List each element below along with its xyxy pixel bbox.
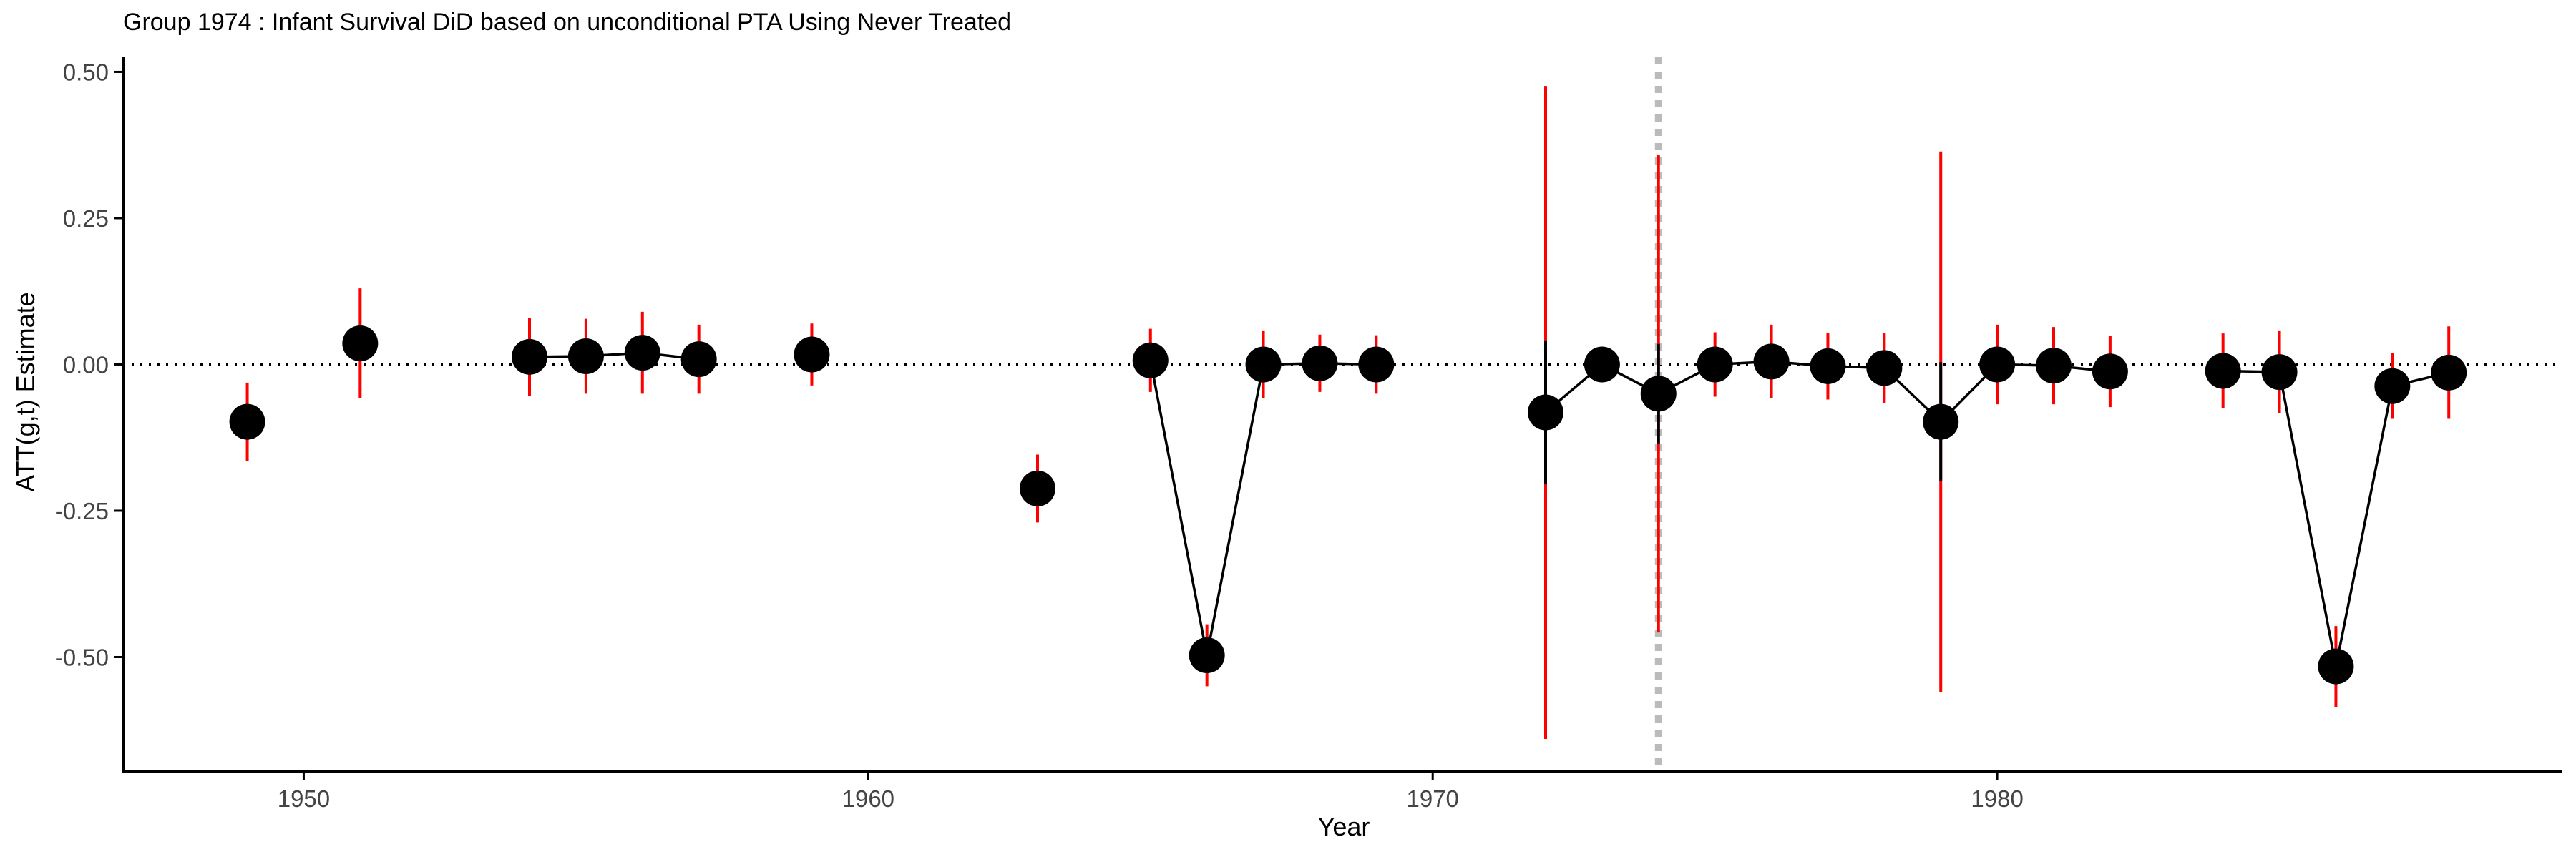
x-axis-label: Year [1318, 812, 1370, 841]
data-point [2205, 353, 2241, 389]
data-point [2036, 348, 2072, 384]
data-point [1302, 345, 1338, 381]
data-point [1640, 376, 1677, 412]
y-axis-label: ATT(g,t) Estimate [11, 292, 40, 491]
x-tick-label: 1960 [842, 785, 894, 812]
point-estimates [229, 325, 2467, 685]
data-point [2261, 354, 2298, 391]
y-tick-label: 0.00 [63, 351, 109, 378]
x-tick-label: 1970 [1407, 785, 1459, 812]
connector-line [529, 351, 699, 361]
reference-lines [123, 57, 2562, 771]
data-point [2431, 354, 2467, 391]
data-point [1753, 343, 1790, 380]
data-point [680, 341, 717, 378]
data-point [2374, 368, 2411, 404]
data-point [1810, 348, 1846, 384]
confidence-intervals [245, 86, 2451, 740]
data-point [229, 403, 265, 440]
axes: 0.50 0.25 0.00 -0.25 -0.50 1950 1960 1970 1980 [55, 57, 2562, 812]
data-point [567, 338, 604, 375]
chart-title: Group 1974 : Infant Survival DiD based o… [123, 9, 1012, 36]
data-point [624, 335, 660, 371]
data-point [1020, 470, 1055, 506]
data-point [512, 338, 547, 375]
data-point [1584, 346, 1620, 383]
y-tick-label: -0.50 [55, 644, 109, 670]
data-point [794, 336, 830, 373]
data-point [1979, 346, 2016, 383]
data-point [1697, 346, 1733, 383]
data-point [1923, 403, 1959, 440]
data-point [1189, 637, 1225, 674]
data-point [1132, 342, 1169, 378]
x-tick-label: 1950 [278, 785, 330, 812]
y-tick-label: 0.50 [63, 59, 109, 85]
y-tick-label: 0.25 [63, 205, 109, 232]
data-point [1528, 394, 1563, 431]
data-point [1866, 350, 1903, 386]
data-point [1245, 346, 1282, 383]
y-tick-label: -0.25 [55, 498, 109, 524]
data-point [1358, 346, 1395, 383]
data-point [2092, 353, 2128, 390]
x-tick-label: 1980 [1971, 785, 2023, 812]
connector-line [1149, 360, 1377, 656]
connector-lines [529, 351, 2449, 667]
connector-line [2223, 369, 2449, 667]
data-point [2318, 648, 2354, 685]
data-point [342, 325, 379, 362]
